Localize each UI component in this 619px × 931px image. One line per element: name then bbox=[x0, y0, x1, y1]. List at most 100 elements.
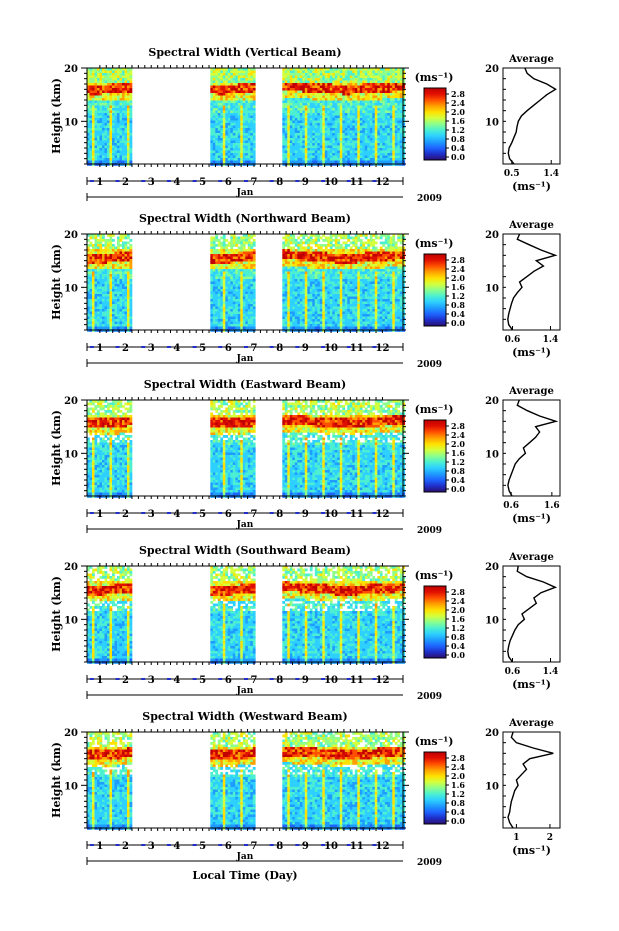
heatmap-cell bbox=[210, 90, 214, 94]
heatmap-cell bbox=[359, 100, 363, 104]
heatmap-cell bbox=[215, 115, 219, 119]
heatmap-cell bbox=[287, 274, 291, 277]
heatmap-cell bbox=[102, 239, 105, 242]
heatmap-cell bbox=[235, 256, 239, 260]
heatmap-cell bbox=[342, 118, 346, 121]
heatmap-cell bbox=[252, 118, 256, 121]
heatmap-cell bbox=[252, 68, 256, 71]
heatmap-cell bbox=[247, 301, 251, 305]
heatmap-cell bbox=[227, 115, 231, 119]
heatmap-cell bbox=[217, 110, 221, 114]
heatmap-cell bbox=[402, 118, 406, 121]
heatmap-cell bbox=[235, 301, 239, 305]
heatmap-cell bbox=[212, 284, 216, 287]
heatmap-cell bbox=[227, 83, 231, 86]
heatmap-cell bbox=[342, 123, 346, 126]
heatmap-cell bbox=[92, 125, 95, 129]
heatmap-cell bbox=[104, 80, 108, 84]
heatmap-cell bbox=[217, 80, 221, 84]
heatmap-cell bbox=[392, 73, 396, 76]
heatmap-cell bbox=[212, 249, 216, 252]
heatmap-cell bbox=[112, 299, 115, 302]
heatmap-cell bbox=[359, 130, 363, 134]
heatmap-cell bbox=[99, 236, 103, 240]
heatmap-cell bbox=[227, 249, 231, 252]
heatmap-cell bbox=[282, 274, 286, 277]
heatmap-cell bbox=[372, 123, 376, 126]
heatmap-cell bbox=[337, 158, 341, 161]
heatmap-cell bbox=[240, 83, 244, 86]
heatmap-cell bbox=[232, 145, 236, 149]
heatmap-cell bbox=[379, 83, 383, 86]
heatmap-cell bbox=[92, 105, 95, 109]
heatmap-cell bbox=[252, 284, 256, 287]
heatmap-cell bbox=[339, 110, 343, 114]
heatmap-cell bbox=[117, 324, 120, 327]
heatmap-cell bbox=[362, 120, 366, 124]
heatmap-cell bbox=[302, 90, 306, 94]
heatmap-cell bbox=[245, 133, 249, 136]
heatmap-cell bbox=[292, 135, 296, 139]
heatmap-cell bbox=[87, 70, 90, 74]
heatmap-cell bbox=[314, 140, 318, 144]
heatmap-cell bbox=[364, 125, 368, 129]
heatmap-cell bbox=[250, 143, 254, 146]
heatmap-cell bbox=[327, 143, 331, 146]
heatmap-cell bbox=[99, 276, 103, 280]
heatmap-cell bbox=[352, 95, 356, 99]
heatmap-cell bbox=[297, 155, 301, 159]
heatmap-cell bbox=[107, 306, 110, 310]
heatmap-cell bbox=[247, 256, 251, 260]
heatmap-cell bbox=[362, 110, 366, 114]
heatmap-cell bbox=[217, 148, 221, 151]
heatmap-cell bbox=[99, 259, 103, 262]
heatmap-cell bbox=[212, 324, 216, 327]
heatmap-cell bbox=[292, 108, 296, 111]
heatmap-cell bbox=[107, 75, 110, 79]
heatmap-cell bbox=[102, 100, 105, 104]
heatmap-cell bbox=[245, 105, 249, 109]
heatmap-cell bbox=[339, 88, 343, 91]
heatmap-cell bbox=[287, 254, 291, 257]
heatmap-cell bbox=[252, 296, 256, 300]
heatmap-cell bbox=[87, 85, 90, 89]
heatmap-cell bbox=[294, 90, 298, 94]
heatmap-cell bbox=[232, 311, 236, 315]
heatmap-cell bbox=[379, 123, 383, 126]
heatmap-cell bbox=[227, 123, 231, 126]
heatmap-cell bbox=[337, 130, 341, 134]
heatmap-cell bbox=[317, 115, 321, 119]
heatmap-cell bbox=[284, 289, 288, 292]
heatmap-cell bbox=[240, 296, 244, 300]
heatmap-cell bbox=[92, 289, 95, 292]
heatmap-cell bbox=[289, 143, 293, 146]
heatmap-cell bbox=[104, 249, 108, 252]
heatmap-cell bbox=[230, 309, 234, 312]
heatmap-cell bbox=[210, 309, 214, 312]
heatmap-cell bbox=[284, 138, 288, 141]
heatmap-cell bbox=[367, 155, 371, 159]
heatmap-cell bbox=[289, 246, 293, 250]
heatmap-cell bbox=[94, 108, 98, 111]
heatmap-cell bbox=[342, 115, 346, 119]
heatmap-cell bbox=[250, 140, 254, 144]
heatmap-cell bbox=[344, 153, 348, 156]
heatmap-cell bbox=[94, 246, 98, 250]
heatmap-cell bbox=[119, 316, 123, 320]
heatmap-cell bbox=[284, 110, 288, 114]
heatmap-cell bbox=[92, 98, 95, 101]
heatmap-cell bbox=[210, 291, 214, 295]
heatmap-cell bbox=[334, 128, 338, 131]
heatmap-cell bbox=[242, 113, 246, 116]
heatmap-cell bbox=[210, 95, 214, 99]
heatmap-cell bbox=[87, 279, 90, 282]
heatmap-cell bbox=[97, 319, 100, 322]
heatmap-cell bbox=[387, 88, 391, 91]
heatmap-cell bbox=[215, 138, 219, 141]
heatmap-cell bbox=[307, 118, 311, 121]
heatmap-cell bbox=[99, 90, 103, 94]
heatmap-cell bbox=[337, 95, 341, 99]
heatmap-cell bbox=[212, 93, 216, 96]
heatmap-cell bbox=[292, 130, 296, 134]
heatmap-cell bbox=[240, 311, 244, 315]
